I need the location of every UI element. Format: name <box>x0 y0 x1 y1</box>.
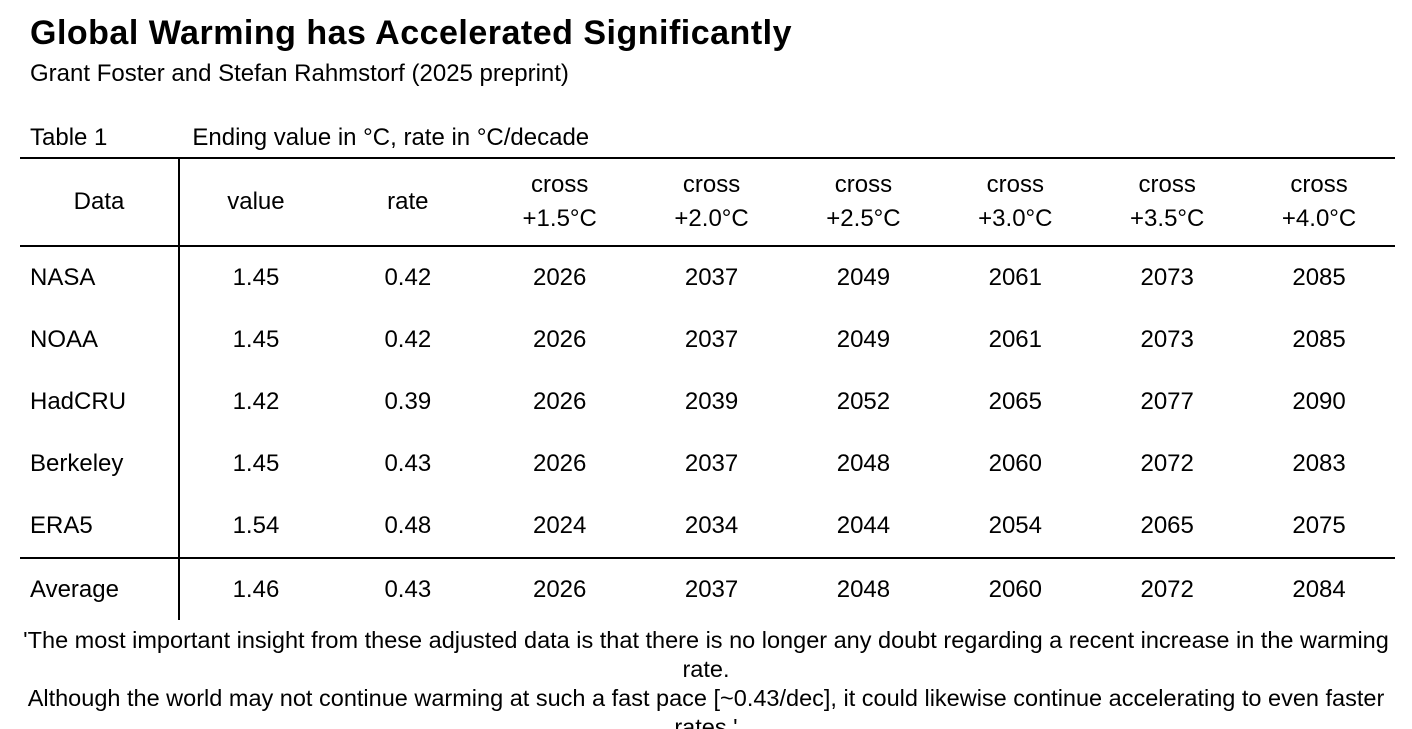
cell-cross-2-5: 2049 <box>836 264 891 291</box>
row-label: NOAA <box>20 309 180 371</box>
cell-cross-4-0: 2083 <box>1292 450 1346 477</box>
cell-value: 1.45 <box>232 450 280 477</box>
cell-rate: 0.39 <box>384 388 432 415</box>
column-header-cross-1-5: cross +1.5°C <box>522 171 597 232</box>
table-row-hadcru: HadCRU 1.42 0.39 2026 2039 2052 2065 207… <box>20 371 1395 433</box>
column-header-data: Data <box>20 159 180 245</box>
column-header-rate: rate <box>387 188 429 215</box>
cell-cross-4-0: 2085 <box>1292 264 1346 291</box>
cell-cross-1-5: 2026 <box>532 264 587 291</box>
table-row-nasa: NASA 1.45 0.42 2026 2037 2049 2061 2073 … <box>20 247 1395 309</box>
row-label: ERA5 <box>20 495 180 557</box>
cell-value: 1.54 <box>232 512 280 539</box>
cell-cross-3-5: 2077 <box>1140 388 1194 415</box>
cell-cross-2-0: 2037 <box>684 264 739 291</box>
cell-cross-1-5: 2026 <box>532 326 587 353</box>
column-header-cross-3-0: cross +3.0°C <box>978 171 1053 232</box>
cell-cross-3-5: 2073 <box>1140 264 1194 291</box>
quote-line-2: Although the world may not continue warm… <box>27 685 1385 729</box>
column-header-cross-2-5: cross +2.5°C <box>826 171 901 232</box>
cell-cross-3-5: 2073 <box>1140 326 1194 353</box>
table-header-row: Data value rate cross +1.5°C cross +2.0°… <box>20 159 1395 247</box>
table-caption: Table 1 Ending value in °C, rate in °C/d… <box>0 88 1412 153</box>
cell-cross-1-5: 2026 <box>532 450 587 477</box>
cell-cross-3-0: 2060 <box>988 575 1042 603</box>
cell-cross-3-0: 2061 <box>988 264 1042 291</box>
cell-cross-1-5: 2026 <box>532 388 587 415</box>
quote-text: 'The most important insight from these a… <box>0 626 1412 729</box>
table-row-average: Average 1.46 0.43 2026 2037 2048 2060 20… <box>20 557 1395 620</box>
cell-cross-3-0: 2061 <box>988 326 1042 353</box>
cell-value: 1.46 <box>232 575 280 603</box>
cell-cross-3-0: 2065 <box>988 388 1042 415</box>
table-caption-label: Table 1 <box>30 124 108 151</box>
cell-cross-4-0: 2075 <box>1292 512 1346 539</box>
cell-cross-3-5: 2065 <box>1140 512 1194 539</box>
cell-cross-3-0: 2054 <box>988 512 1042 539</box>
cell-cross-4-0: 2084 <box>1292 575 1346 603</box>
cell-cross-2-0: 2039 <box>684 388 739 415</box>
cell-value: 1.42 <box>232 388 280 415</box>
cell-cross-3-5: 2072 <box>1140 450 1194 477</box>
table-caption-description: Ending value in °C, rate in °C/decade <box>192 124 590 151</box>
row-label: Berkeley <box>20 433 180 495</box>
column-header-cross-3-5: cross +3.5°C <box>1130 171 1205 232</box>
row-label: Average <box>20 559 180 620</box>
table-row-noaa: NOAA 1.45 0.42 2026 2037 2049 2061 2073 … <box>20 309 1395 371</box>
page-title: Global Warming has Accelerated Significa… <box>30 14 792 52</box>
cell-cross-2-5: 2048 <box>836 450 891 477</box>
column-header-cross-2-0: cross +2.0°C <box>674 171 749 232</box>
column-header-value: value <box>227 188 285 215</box>
cell-rate: 0.42 <box>384 264 432 291</box>
cell-cross-4-0: 2090 <box>1292 388 1346 415</box>
row-label: NASA <box>20 247 180 309</box>
subtitle: Grant Foster and Stefan Rahmstorf (2025 … <box>30 60 569 87</box>
data-table: Data value rate cross +1.5°C cross +2.0°… <box>20 157 1395 620</box>
table-row-berkeley: Berkeley 1.45 0.43 2026 2037 2048 2060 2… <box>20 433 1395 495</box>
table-row-era5: ERA5 1.54 0.48 2024 2034 2044 2054 2065 … <box>20 495 1395 557</box>
cell-rate: 0.48 <box>384 512 432 539</box>
cell-cross-1-5: 2026 <box>532 575 587 603</box>
cell-cross-3-0: 2060 <box>988 450 1042 477</box>
cell-cross-2-0: 2037 <box>684 450 739 477</box>
column-header-cross-4-0: cross +4.0°C <box>1281 171 1357 232</box>
cell-cross-1-5: 2024 <box>532 512 587 539</box>
cell-cross-3-5: 2072 <box>1140 575 1194 603</box>
cell-cross-4-0: 2085 <box>1292 326 1346 353</box>
cell-cross-2-0: 2037 <box>684 326 739 353</box>
cell-cross-2-5: 2049 <box>836 326 891 353</box>
cell-rate: 0.43 <box>384 450 432 477</box>
quote-line-1: 'The most important insight from these a… <box>23 627 1389 682</box>
cell-cross-2-0: 2034 <box>684 512 739 539</box>
cell-cross-2-5: 2044 <box>836 512 891 539</box>
cell-cross-2-5: 2048 <box>836 575 891 603</box>
cell-rate: 0.43 <box>384 575 432 603</box>
cell-value: 1.45 <box>232 326 280 353</box>
cell-cross-2-0: 2037 <box>684 575 739 603</box>
row-label: HadCRU <box>20 371 180 433</box>
cell-cross-2-5: 2052 <box>836 388 891 415</box>
cell-rate: 0.42 <box>384 326 432 353</box>
cell-value: 1.45 <box>232 264 280 291</box>
